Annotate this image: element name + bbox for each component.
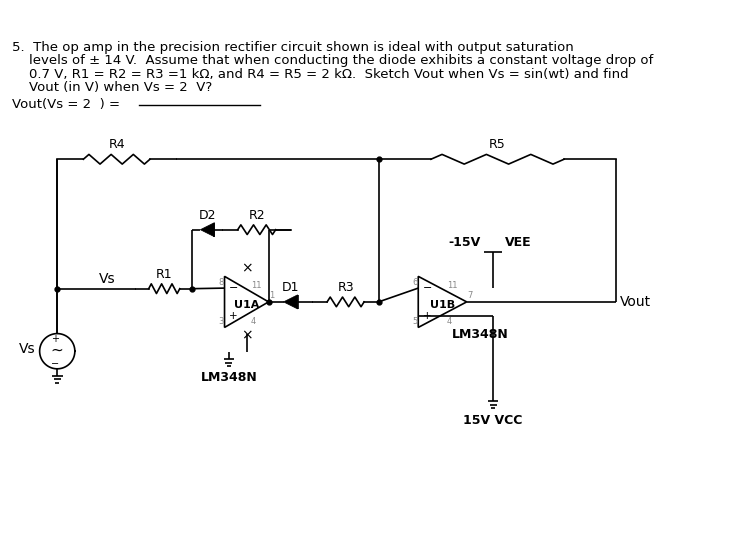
- Text: U1B: U1B: [430, 300, 455, 310]
- Text: R5: R5: [489, 138, 506, 151]
- Text: 8: 8: [219, 278, 224, 287]
- Text: 6: 6: [412, 278, 417, 287]
- Text: −: −: [423, 283, 432, 293]
- Text: −: −: [229, 283, 238, 293]
- Text: −: −: [51, 359, 59, 368]
- Text: -15V: -15V: [449, 236, 481, 249]
- Text: Vout(Vs = 2  ) =: Vout(Vs = 2 ) =: [12, 99, 121, 112]
- Text: LM348N: LM348N: [200, 372, 257, 384]
- Text: D1: D1: [282, 281, 299, 294]
- Text: Vout (in V) when Vs = 2  V?: Vout (in V) when Vs = 2 V?: [12, 81, 213, 94]
- Text: 11: 11: [251, 281, 262, 290]
- Text: ~: ~: [51, 343, 64, 358]
- Text: Vout: Vout: [620, 295, 651, 309]
- Text: 3: 3: [219, 316, 224, 325]
- Polygon shape: [200, 223, 214, 237]
- Text: 11: 11: [447, 281, 458, 290]
- Text: LM348N: LM348N: [452, 328, 509, 341]
- Text: ×: ×: [240, 262, 252, 276]
- Text: R2: R2: [249, 209, 265, 222]
- Text: 5: 5: [412, 316, 417, 325]
- Text: 7: 7: [468, 291, 473, 300]
- Text: 0.7 V, R1 = R2 = R3 =1 kΩ, and R4 = R5 = 2 kΩ.  Sketch Vout when Vs = sin(wt) an: 0.7 V, R1 = R2 = R3 =1 kΩ, and R4 = R5 =…: [12, 68, 629, 81]
- Text: +: +: [229, 311, 238, 321]
- Text: R4: R4: [108, 138, 125, 151]
- Text: +: +: [423, 311, 431, 321]
- Text: 4: 4: [251, 317, 256, 326]
- Text: 4: 4: [447, 317, 452, 326]
- Text: R3: R3: [337, 281, 354, 294]
- Polygon shape: [284, 295, 298, 309]
- Text: U1A: U1A: [234, 300, 260, 310]
- Text: +: +: [50, 334, 58, 344]
- Text: Vs: Vs: [18, 343, 35, 357]
- Text: VEE: VEE: [505, 236, 532, 249]
- Text: 5.  The op amp in the precision rectifier circuit shown is ideal with output sat: 5. The op amp in the precision rectifier…: [12, 41, 574, 54]
- Text: 1: 1: [270, 291, 275, 300]
- Text: D2: D2: [199, 209, 216, 222]
- Text: 15V VCC: 15V VCC: [463, 413, 523, 427]
- Text: ×: ×: [240, 328, 252, 342]
- Text: Vs: Vs: [99, 272, 115, 286]
- Text: levels of ± 14 V.  Assume that when conducting the diode exhibits a constant vol: levels of ± 14 V. Assume that when condu…: [12, 55, 654, 68]
- Text: R1: R1: [156, 268, 173, 281]
